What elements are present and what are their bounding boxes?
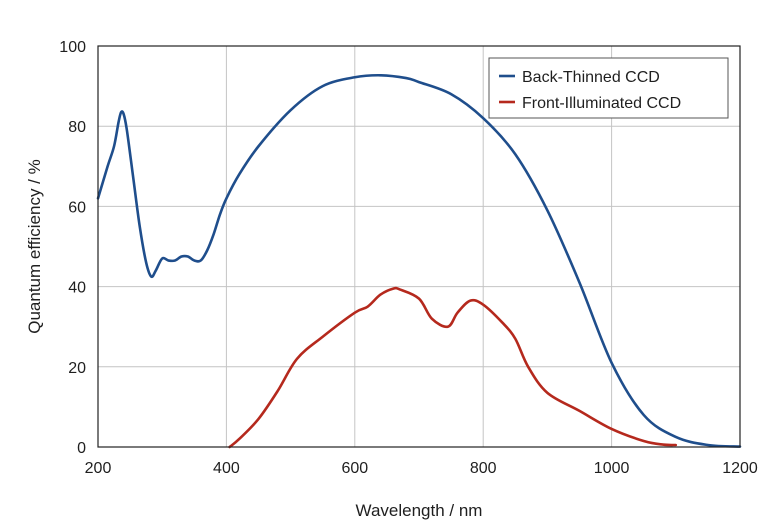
y-tick-label: 0 <box>77 440 86 457</box>
x-tick-label: 1000 <box>594 460 630 477</box>
plot-frame <box>97 45 741 448</box>
x-tick-label: 200 <box>85 460 112 477</box>
back-thinned-ccd-line <box>96 73 742 448</box>
y-tick-label: 20 <box>68 360 86 377</box>
legend-label-front-illuminated: Front-Illuminated CCD <box>522 95 681 112</box>
legend-box <box>488 57 729 119</box>
y-tick-label: 80 <box>68 119 86 136</box>
y-tick-label: 60 <box>68 199 86 216</box>
x-tick-label: 400 <box>213 460 240 477</box>
x-axis-title: Wavelength / nm <box>356 501 483 520</box>
y-axis-title: Quantum efficiency / % <box>25 159 44 334</box>
front-illuminated-ccd-line <box>228 286 678 449</box>
x-tick-label: 1200 <box>722 460 758 477</box>
series-layer <box>96 73 742 449</box>
y-tick-label: 100 <box>59 39 86 56</box>
tick-labels: 200 400 600 800 1000 1200 0 20 40 60 80 100 <box>59 39 758 477</box>
legend: Back-Thinned CCD Front-Illuminated CCD <box>488 57 729 119</box>
x-tick-label: 800 <box>470 460 497 477</box>
legend-label-back-thinned: Back-Thinned CCD <box>522 69 660 86</box>
y-tick-label: 40 <box>68 280 86 297</box>
x-tick-label: 600 <box>341 460 368 477</box>
